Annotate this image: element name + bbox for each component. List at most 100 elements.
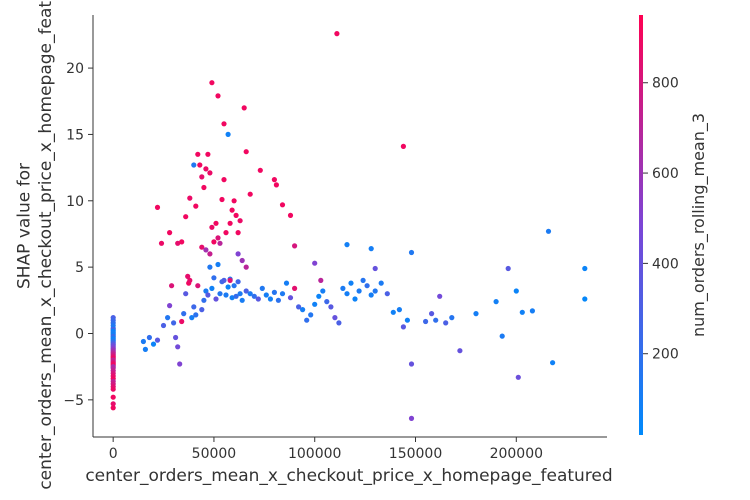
data-point: [237, 218, 243, 224]
data-point: [195, 151, 201, 157]
data-point: [505, 265, 511, 272]
data-point: [221, 177, 227, 183]
data-point: [201, 297, 207, 303]
data-point: [545, 228, 552, 234]
x-tick-label: 0: [109, 446, 118, 462]
data-point: [165, 315, 171, 321]
data-point: [259, 285, 265, 291]
data-point: [110, 394, 116, 400]
data-point: [279, 202, 286, 208]
data-point: [231, 198, 237, 204]
y-axis-ticks: −5 0 5 10 15 20: [63, 61, 93, 409]
data-point: [179, 318, 185, 325]
data-point: [207, 251, 213, 257]
data-point: [582, 265, 588, 272]
data-point: [348, 280, 354, 286]
data-point: [154, 204, 161, 210]
data-point: [271, 289, 277, 295]
data-point: [550, 360, 556, 366]
data-point: [179, 239, 185, 245]
data-point: [336, 320, 342, 326]
data-point: [175, 240, 181, 246]
data-point: [110, 386, 116, 392]
data-point: [173, 334, 179, 341]
data-point: [457, 348, 463, 354]
data-point: [328, 304, 334, 310]
data-point: [243, 264, 249, 270]
data-point: [279, 291, 286, 297]
data-point: [271, 177, 277, 183]
data-point: [150, 341, 157, 347]
data-point: [372, 265, 378, 272]
data-point: [213, 296, 219, 302]
colorbar-tick-label: 400: [652, 256, 679, 272]
colorbar-tick-label: 600: [652, 166, 679, 182]
data-point: [209, 224, 215, 230]
data-point: [308, 312, 314, 318]
data-point: [169, 283, 175, 289]
x-axis-ticks: 0 50000 100000 150000 200000: [109, 437, 543, 462]
data-point: [433, 317, 439, 323]
data-point: [211, 275, 217, 281]
data-point: [312, 260, 318, 266]
colorbar-tick-label: 800: [652, 76, 679, 92]
data-point: [193, 312, 199, 318]
y-axis-title-line: SHAP value for: [15, 163, 35, 289]
data-point: [183, 291, 189, 297]
data-point: [209, 80, 215, 86]
data-point: [372, 288, 378, 294]
data-point: [378, 280, 384, 286]
data-point: [191, 304, 197, 310]
svg-text:SHAP value forcenter_orders_me: SHAP value forcenter_orders_mean_x_check…: [15, 0, 56, 490]
data-point: [368, 292, 374, 298]
data-point: [160, 322, 167, 329]
data-point: [364, 283, 370, 289]
y-tick-label: 20: [66, 61, 84, 77]
data-point: [211, 239, 217, 245]
data-point: [296, 304, 302, 310]
data-point: [171, 320, 177, 326]
data-point: [181, 311, 187, 317]
data-point: [177, 361, 183, 367]
data-point: [154, 337, 161, 343]
data-point: [247, 191, 253, 197]
data-point: [300, 307, 306, 313]
data-point: [199, 307, 205, 313]
data-point: [221, 121, 227, 127]
data-point: [191, 162, 197, 168]
data-point: [344, 291, 350, 297]
data-point: [275, 297, 281, 303]
data-point: [225, 284, 231, 290]
data-point: [187, 277, 193, 283]
data-point: [215, 93, 221, 99]
data-point: [233, 212, 239, 218]
data-point: [243, 149, 249, 155]
data-point: [340, 285, 346, 291]
data-point: [213, 220, 219, 226]
data-point: [227, 277, 233, 283]
data-point: [110, 405, 116, 411]
data-point: [396, 307, 402, 313]
data-point: [408, 249, 415, 256]
colorbar-tick-label: 200: [652, 347, 679, 363]
data-point: [207, 264, 213, 270]
data-point: [158, 240, 165, 246]
colorbar-ticks: 200 400 600 800: [643, 76, 679, 363]
data-point: [360, 277, 366, 283]
data-point: [255, 296, 261, 302]
data-point: [404, 317, 410, 323]
data-point: [235, 230, 241, 236]
data-point: [449, 315, 455, 321]
x-axis-title: center_orders_mean_x_checkout_price_x_ho…: [85, 466, 612, 486]
plot-area: 0 50000 100000 150000 200000 −5 0 5 10 15 20: [63, 15, 607, 462]
data-point: [529, 308, 536, 314]
data-point: [473, 311, 479, 317]
data-point: [582, 296, 588, 302]
y-tick-label: 5: [75, 260, 84, 276]
data-point: [304, 317, 310, 323]
data-point: [227, 220, 233, 226]
data-point: [292, 243, 298, 249]
colorbar: 200 400 600 800 num_orders_rolling_mean_3: [639, 15, 709, 435]
data-point: [197, 162, 203, 168]
data-point: [167, 303, 173, 309]
